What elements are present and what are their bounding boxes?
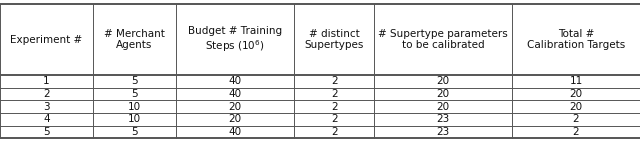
Text: 10: 10 [128, 114, 141, 124]
Text: 20: 20 [570, 102, 582, 112]
Text: 2: 2 [331, 89, 338, 99]
Text: 20: 20 [436, 89, 450, 99]
Text: 20: 20 [436, 102, 450, 112]
Text: 5: 5 [43, 127, 50, 137]
Text: 11: 11 [570, 76, 582, 86]
Text: 20: 20 [570, 89, 582, 99]
Text: 2: 2 [331, 102, 338, 112]
Text: 4: 4 [43, 114, 50, 124]
Text: 23: 23 [436, 114, 450, 124]
Text: 5: 5 [131, 127, 138, 137]
Text: 20: 20 [436, 76, 450, 86]
Text: Total #
Calibration Targets: Total # Calibration Targets [527, 29, 625, 50]
Text: Budget # Training
Steps ($10^6$): Budget # Training Steps ($10^6$) [188, 25, 282, 54]
Text: 20: 20 [228, 114, 242, 124]
Text: 2: 2 [331, 76, 338, 86]
Text: 2: 2 [43, 89, 50, 99]
Text: # Merchant
Agents: # Merchant Agents [104, 29, 165, 50]
Text: 40: 40 [228, 76, 242, 86]
Text: 10: 10 [128, 102, 141, 112]
Text: Experiment #: Experiment # [10, 35, 83, 45]
Text: # Supertype parameters
to be calibrated: # Supertype parameters to be calibrated [378, 29, 508, 50]
Text: 40: 40 [228, 89, 242, 99]
Text: 5: 5 [131, 76, 138, 86]
Text: 3: 3 [43, 102, 50, 112]
Text: 5: 5 [131, 89, 138, 99]
Text: 40: 40 [228, 127, 242, 137]
Text: 2: 2 [331, 114, 338, 124]
Text: # distinct
Supertypes: # distinct Supertypes [305, 29, 364, 50]
Text: 2: 2 [573, 114, 579, 124]
Text: 1: 1 [43, 76, 50, 86]
Text: 23: 23 [436, 127, 450, 137]
Text: 2: 2 [573, 127, 579, 137]
Text: 20: 20 [228, 102, 242, 112]
Text: 2: 2 [331, 127, 338, 137]
